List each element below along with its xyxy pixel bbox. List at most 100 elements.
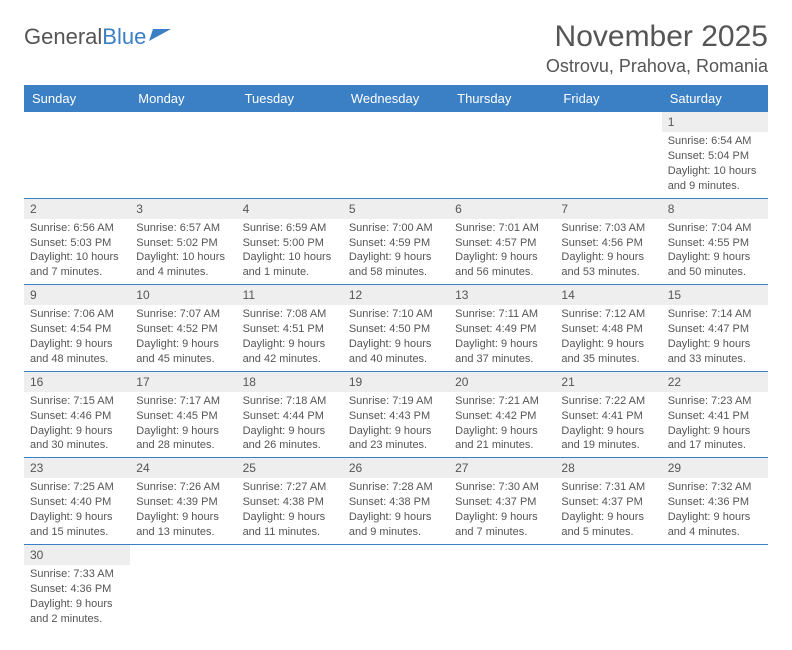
day-details: Sunrise: 7:07 AMSunset: 4:52 PMDaylight:… bbox=[130, 305, 236, 370]
day-details: Sunrise: 7:27 AMSunset: 4:38 PMDaylight:… bbox=[237, 478, 343, 543]
calendar-day: 17Sunrise: 7:17 AMSunset: 4:45 PMDayligh… bbox=[130, 371, 236, 458]
calendar-day-empty bbox=[130, 544, 236, 630]
logo-text-blue: Blue bbox=[102, 24, 146, 50]
calendar-day: 9Sunrise: 7:06 AMSunset: 4:54 PMDaylight… bbox=[24, 285, 130, 372]
calendar-day: 11Sunrise: 7:08 AMSunset: 4:51 PMDayligh… bbox=[237, 285, 343, 372]
calendar-week: 9Sunrise: 7:06 AMSunset: 4:54 PMDaylight… bbox=[24, 285, 768, 372]
day-details: Sunrise: 7:19 AMSunset: 4:43 PMDaylight:… bbox=[343, 392, 449, 457]
day-number: 29 bbox=[662, 458, 768, 478]
day-number: 30 bbox=[24, 545, 130, 565]
day-number: 25 bbox=[237, 458, 343, 478]
day-number: 6 bbox=[449, 199, 555, 219]
day-number: 18 bbox=[237, 372, 343, 392]
calendar-day: 16Sunrise: 7:15 AMSunset: 4:46 PMDayligh… bbox=[24, 371, 130, 458]
calendar-day: 22Sunrise: 7:23 AMSunset: 4:41 PMDayligh… bbox=[662, 371, 768, 458]
calendar-day: 23Sunrise: 7:25 AMSunset: 4:40 PMDayligh… bbox=[24, 458, 130, 545]
calendar-document: GeneralBlue November 2025 Ostrovu, Praho… bbox=[0, 0, 792, 650]
day-number: 2 bbox=[24, 199, 130, 219]
day-details: Sunrise: 7:01 AMSunset: 4:57 PMDaylight:… bbox=[449, 219, 555, 284]
calendar-day: 19Sunrise: 7:19 AMSunset: 4:43 PMDayligh… bbox=[343, 371, 449, 458]
day-details: Sunrise: 7:00 AMSunset: 4:59 PMDaylight:… bbox=[343, 219, 449, 284]
calendar-day: 26Sunrise: 7:28 AMSunset: 4:38 PMDayligh… bbox=[343, 458, 449, 545]
calendar-day-empty bbox=[24, 112, 130, 198]
calendar-body: 1Sunrise: 6:54 AMSunset: 5:04 PMDaylight… bbox=[24, 112, 768, 630]
day-number: 10 bbox=[130, 285, 236, 305]
day-details: Sunrise: 7:12 AMSunset: 4:48 PMDaylight:… bbox=[555, 305, 661, 370]
calendar-day-empty bbox=[555, 112, 661, 198]
day-details: Sunrise: 7:33 AMSunset: 4:36 PMDaylight:… bbox=[24, 565, 130, 630]
calendar-day: 6Sunrise: 7:01 AMSunset: 4:57 PMDaylight… bbox=[449, 198, 555, 285]
calendar-day: 24Sunrise: 7:26 AMSunset: 4:39 PMDayligh… bbox=[130, 458, 236, 545]
calendar-day-empty bbox=[237, 112, 343, 198]
weekday-header-row: SundayMondayTuesdayWednesdayThursdayFrid… bbox=[24, 85, 768, 112]
location: Ostrovu, Prahova, Romania bbox=[546, 56, 768, 77]
weekday-header: Thursday bbox=[449, 85, 555, 112]
day-number: 26 bbox=[343, 458, 449, 478]
weekday-header: Sunday bbox=[24, 85, 130, 112]
calendar-day: 4Sunrise: 6:59 AMSunset: 5:00 PMDaylight… bbox=[237, 198, 343, 285]
logo: GeneralBlue bbox=[24, 20, 171, 50]
day-number: 20 bbox=[449, 372, 555, 392]
day-details: Sunrise: 7:15 AMSunset: 4:46 PMDaylight:… bbox=[24, 392, 130, 457]
weekday-header: Friday bbox=[555, 85, 661, 112]
day-details: Sunrise: 7:22 AMSunset: 4:41 PMDaylight:… bbox=[555, 392, 661, 457]
calendar-day: 3Sunrise: 6:57 AMSunset: 5:02 PMDaylight… bbox=[130, 198, 236, 285]
calendar-day: 10Sunrise: 7:07 AMSunset: 4:52 PMDayligh… bbox=[130, 285, 236, 372]
day-number: 8 bbox=[662, 199, 768, 219]
calendar-day-empty bbox=[449, 112, 555, 198]
day-number: 28 bbox=[555, 458, 661, 478]
weekday-header: Monday bbox=[130, 85, 236, 112]
day-details: Sunrise: 7:03 AMSunset: 4:56 PMDaylight:… bbox=[555, 219, 661, 284]
day-number: 27 bbox=[449, 458, 555, 478]
calendar-day: 8Sunrise: 7:04 AMSunset: 4:55 PMDaylight… bbox=[662, 198, 768, 285]
day-details: Sunrise: 7:30 AMSunset: 4:37 PMDaylight:… bbox=[449, 478, 555, 543]
day-number: 22 bbox=[662, 372, 768, 392]
day-details: Sunrise: 7:28 AMSunset: 4:38 PMDaylight:… bbox=[343, 478, 449, 543]
day-details: Sunrise: 7:26 AMSunset: 4:39 PMDaylight:… bbox=[130, 478, 236, 543]
day-details: Sunrise: 7:04 AMSunset: 4:55 PMDaylight:… bbox=[662, 219, 768, 284]
day-number: 15 bbox=[662, 285, 768, 305]
header: GeneralBlue November 2025 Ostrovu, Praho… bbox=[24, 20, 768, 77]
calendar-day: 13Sunrise: 7:11 AMSunset: 4:49 PMDayligh… bbox=[449, 285, 555, 372]
day-details: Sunrise: 6:57 AMSunset: 5:02 PMDaylight:… bbox=[130, 219, 236, 284]
day-details: Sunrise: 6:59 AMSunset: 5:00 PMDaylight:… bbox=[237, 219, 343, 284]
day-number: 11 bbox=[237, 285, 343, 305]
day-number: 1 bbox=[662, 112, 768, 132]
calendar-week: 2Sunrise: 6:56 AMSunset: 5:03 PMDaylight… bbox=[24, 198, 768, 285]
calendar-day: 14Sunrise: 7:12 AMSunset: 4:48 PMDayligh… bbox=[555, 285, 661, 372]
day-details: Sunrise: 7:23 AMSunset: 4:41 PMDaylight:… bbox=[662, 392, 768, 457]
day-number: 4 bbox=[237, 199, 343, 219]
calendar-week: 1Sunrise: 6:54 AMSunset: 5:04 PMDaylight… bbox=[24, 112, 768, 198]
calendar-day: 7Sunrise: 7:03 AMSunset: 4:56 PMDaylight… bbox=[555, 198, 661, 285]
day-number: 21 bbox=[555, 372, 661, 392]
day-number: 14 bbox=[555, 285, 661, 305]
day-details: Sunrise: 7:21 AMSunset: 4:42 PMDaylight:… bbox=[449, 392, 555, 457]
calendar-day: 30Sunrise: 7:33 AMSunset: 4:36 PMDayligh… bbox=[24, 544, 130, 630]
calendar-day: 5Sunrise: 7:00 AMSunset: 4:59 PMDaylight… bbox=[343, 198, 449, 285]
calendar-week: 23Sunrise: 7:25 AMSunset: 4:40 PMDayligh… bbox=[24, 458, 768, 545]
day-number: 12 bbox=[343, 285, 449, 305]
calendar-day: 29Sunrise: 7:32 AMSunset: 4:36 PMDayligh… bbox=[662, 458, 768, 545]
calendar-day: 25Sunrise: 7:27 AMSunset: 4:38 PMDayligh… bbox=[237, 458, 343, 545]
month-title: November 2025 bbox=[546, 20, 768, 54]
calendar-day: 12Sunrise: 7:10 AMSunset: 4:50 PMDayligh… bbox=[343, 285, 449, 372]
day-details: Sunrise: 6:56 AMSunset: 5:03 PMDaylight:… bbox=[24, 219, 130, 284]
day-number: 23 bbox=[24, 458, 130, 478]
day-details: Sunrise: 6:54 AMSunset: 5:04 PMDaylight:… bbox=[662, 132, 768, 197]
calendar-day-empty bbox=[449, 544, 555, 630]
day-details: Sunrise: 7:17 AMSunset: 4:45 PMDaylight:… bbox=[130, 392, 236, 457]
weekday-header: Saturday bbox=[662, 85, 768, 112]
day-details: Sunrise: 7:31 AMSunset: 4:37 PMDaylight:… bbox=[555, 478, 661, 543]
day-number: 24 bbox=[130, 458, 236, 478]
day-details: Sunrise: 7:25 AMSunset: 4:40 PMDaylight:… bbox=[24, 478, 130, 543]
day-details: Sunrise: 7:08 AMSunset: 4:51 PMDaylight:… bbox=[237, 305, 343, 370]
weekday-header: Tuesday bbox=[237, 85, 343, 112]
calendar-grid: SundayMondayTuesdayWednesdayThursdayFrid… bbox=[24, 85, 768, 630]
calendar-day-empty bbox=[343, 544, 449, 630]
day-number: 19 bbox=[343, 372, 449, 392]
day-number: 16 bbox=[24, 372, 130, 392]
flag-icon bbox=[149, 23, 171, 49]
calendar-day: 27Sunrise: 7:30 AMSunset: 4:37 PMDayligh… bbox=[449, 458, 555, 545]
calendar-day: 1Sunrise: 6:54 AMSunset: 5:04 PMDaylight… bbox=[662, 112, 768, 198]
calendar-day-empty bbox=[237, 544, 343, 630]
